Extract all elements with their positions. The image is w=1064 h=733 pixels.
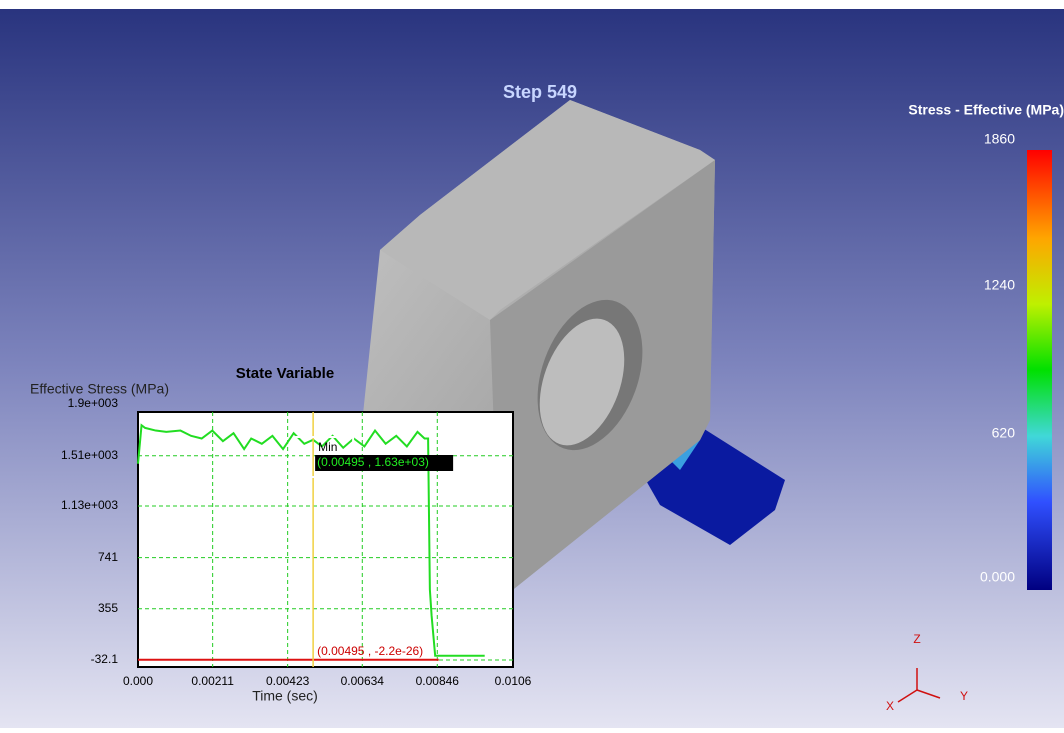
y-tick-label: 1.9e+003	[68, 396, 119, 410]
y-tick-label: 355	[98, 601, 118, 615]
colorbar-label: 620	[992, 425, 1016, 441]
x-tick-label: 0.00634	[341, 674, 385, 688]
colorbar-title: Stress - Effective (MPa)	[908, 102, 1064, 118]
viewport: Step 549 Stress - Effective (MPa) 1860 12…	[0, 0, 1064, 728]
triad-x: X	[886, 699, 894, 713]
colorbar-label: 0.000	[980, 569, 1015, 585]
annotation: Min	[318, 440, 337, 454]
x-tick-label: 0.000	[123, 674, 153, 688]
x-axis-label: Time (sec)	[252, 688, 318, 704]
x-tick-label: 0.00211	[191, 674, 234, 688]
y-axis-label: Effective Stress (MPa)	[30, 381, 169, 397]
triad-y: Y	[960, 689, 968, 703]
triad-z: Z	[913, 632, 920, 646]
app: Step 549 Stress - Effective (MPa) 1860 12…	[0, 0, 1064, 728]
y-tick-label: 1.51e+003	[61, 448, 118, 462]
colorbar-label: 1240	[984, 277, 1015, 293]
annotation: (0.00495 , 1.63e+03)	[317, 455, 429, 469]
plot-title: State Variable	[236, 365, 334, 382]
x-tick-label: 0.00846	[416, 674, 460, 688]
colorbar-label: 1860	[984, 131, 1015, 147]
x-tick-label: 0.00423	[266, 674, 310, 688]
y-tick-label: 1.13e+003	[61, 498, 118, 512]
x-tick-label: 0.0106	[495, 674, 532, 688]
y-tick-label: 741	[98, 550, 118, 564]
annotation: (0.00495 , -2.2e-26)	[317, 644, 423, 658]
colorbar	[1027, 150, 1052, 590]
y-tick-label: -32.1	[91, 652, 119, 666]
step-label: Step 549	[503, 82, 577, 102]
top-strip	[0, 0, 1064, 9]
